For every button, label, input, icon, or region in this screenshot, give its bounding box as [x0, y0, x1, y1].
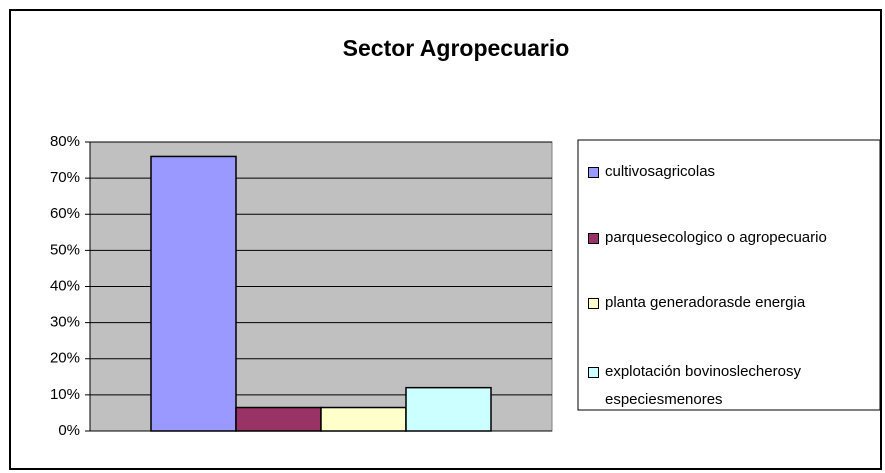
- legend-item: planta generadorasde energia: [588, 289, 878, 317]
- legend-item: cultivosagricolas: [588, 158, 878, 186]
- y-tick-label: 60%: [50, 205, 80, 222]
- legend-entry: cultivosagricolas: [588, 158, 878, 186]
- legend-label: planta generadorasde energia: [605, 294, 806, 311]
- bar: [150, 155, 237, 432]
- y-tick-label: 40%: [50, 277, 80, 294]
- chart-title: Sector Agropecuario: [343, 35, 570, 61]
- legend-entry: explotación bovinoslecherosy especiesmen…: [588, 358, 878, 414]
- legend-swatch: [588, 233, 599, 244]
- legend-item: parquesecologico o agropecuario: [588, 224, 878, 252]
- bar: [320, 406, 407, 432]
- legend-item: explotación bovinoslecherosy especiesmen…: [588, 358, 878, 414]
- legend-label: cultivosagricolas: [605, 163, 716, 180]
- legend: [577, 139, 881, 411]
- legend-swatch: [588, 298, 599, 309]
- bar: [235, 406, 322, 432]
- y-tick-label: 70%: [50, 169, 80, 186]
- legend-entry: parquesecologico o agropecuario: [588, 224, 878, 252]
- legend-swatch: [588, 167, 599, 178]
- legend-label: parquesecologico o agropecuario: [605, 229, 827, 246]
- y-tick-label: 80%: [50, 133, 80, 150]
- legend-swatch: [588, 367, 599, 378]
- y-tick-label: 10%: [50, 386, 80, 403]
- bar: [405, 386, 492, 432]
- legend-label: explotación bovinoslecherosy especiesmen…: [605, 363, 801, 408]
- legend-entry: planta generadorasde energia: [588, 289, 878, 317]
- y-tick-label: 30%: [50, 314, 80, 331]
- y-tick-label: 0%: [58, 422, 80, 439]
- y-tick-label: 20%: [50, 350, 80, 367]
- y-tick-label: 50%: [50, 241, 80, 258]
